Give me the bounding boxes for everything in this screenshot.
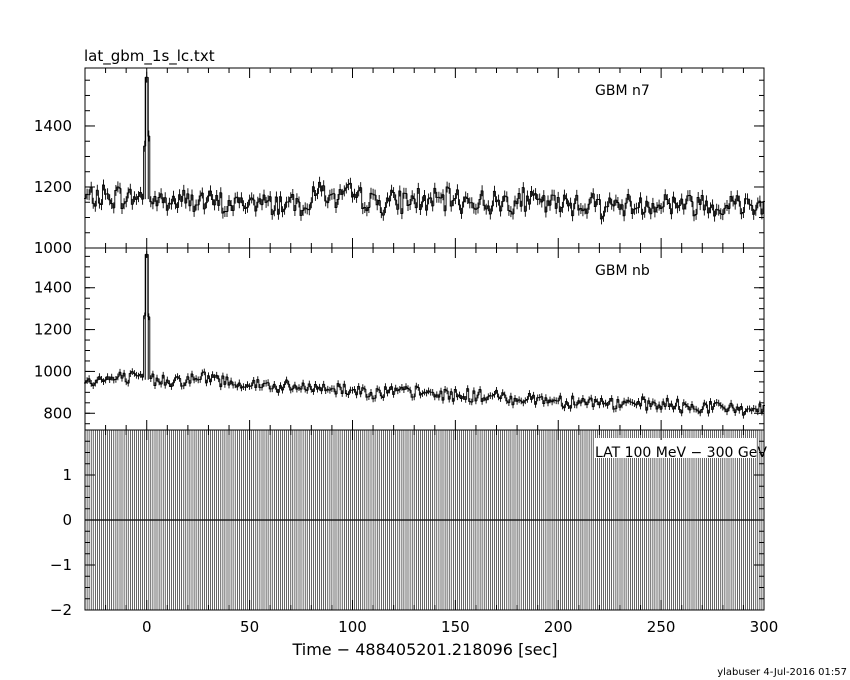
y-tick-label: 1200 — [34, 178, 72, 196]
y-tick-label: 1200 — [34, 321, 72, 339]
x-tick-label: 300 — [750, 618, 779, 636]
x-tick-label: 100 — [338, 618, 367, 636]
series-line-1 — [84, 71, 765, 225]
y-tick-label: 1000 — [34, 362, 72, 380]
footer-timestamp: ylabuser 4-Jul-2016 01:57 — [717, 667, 847, 678]
panel-label: GBM n7 — [595, 83, 650, 99]
burst-spike-2 — [144, 254, 149, 380]
panel-label: LAT 100 MeV − 300 GeV — [595, 445, 767, 461]
y-tick-label: 1 — [62, 466, 72, 484]
panel-3: −2 −1 0 1 LAT 100 MeV − 300 GeV — [50, 429, 767, 619]
y-tick-label: −2 — [50, 601, 72, 619]
x-tick-label: 150 — [441, 618, 470, 636]
panel-label: GBM nb — [595, 263, 650, 279]
series-line-2 — [84, 250, 765, 419]
x-tick-labels: 0 50 100 150 200 250 300 — [142, 618, 778, 636]
x-tick-label: 0 — [142, 618, 152, 636]
panel-2: 800 1000 1200 1400 GBM nb — [34, 247, 765, 431]
x-tick-label: 50 — [240, 618, 259, 636]
y-tick-label: 1400 — [34, 117, 72, 135]
x-axis-label: Time − 488405201.218096 [sec] — [291, 640, 557, 659]
figure-title: lat_gbm_1s_lc.txt — [84, 47, 215, 66]
y-tick-label: 1000 — [34, 239, 72, 257]
burst-spike-1 — [144, 77, 149, 200]
y-tick-label: 0 — [62, 511, 72, 529]
panel-frame — [84, 67, 765, 249]
panel-label-bg — [594, 438, 756, 458]
y-tick-label: 800 — [43, 404, 72, 422]
y-tick-label: −1 — [50, 556, 72, 574]
x-tick-label: 250 — [647, 618, 676, 636]
panel-1: 1000 1200 1400 GBM n7 — [34, 67, 765, 257]
y-tick-label: 1400 — [34, 279, 72, 297]
x-tick-label: 200 — [544, 618, 573, 636]
